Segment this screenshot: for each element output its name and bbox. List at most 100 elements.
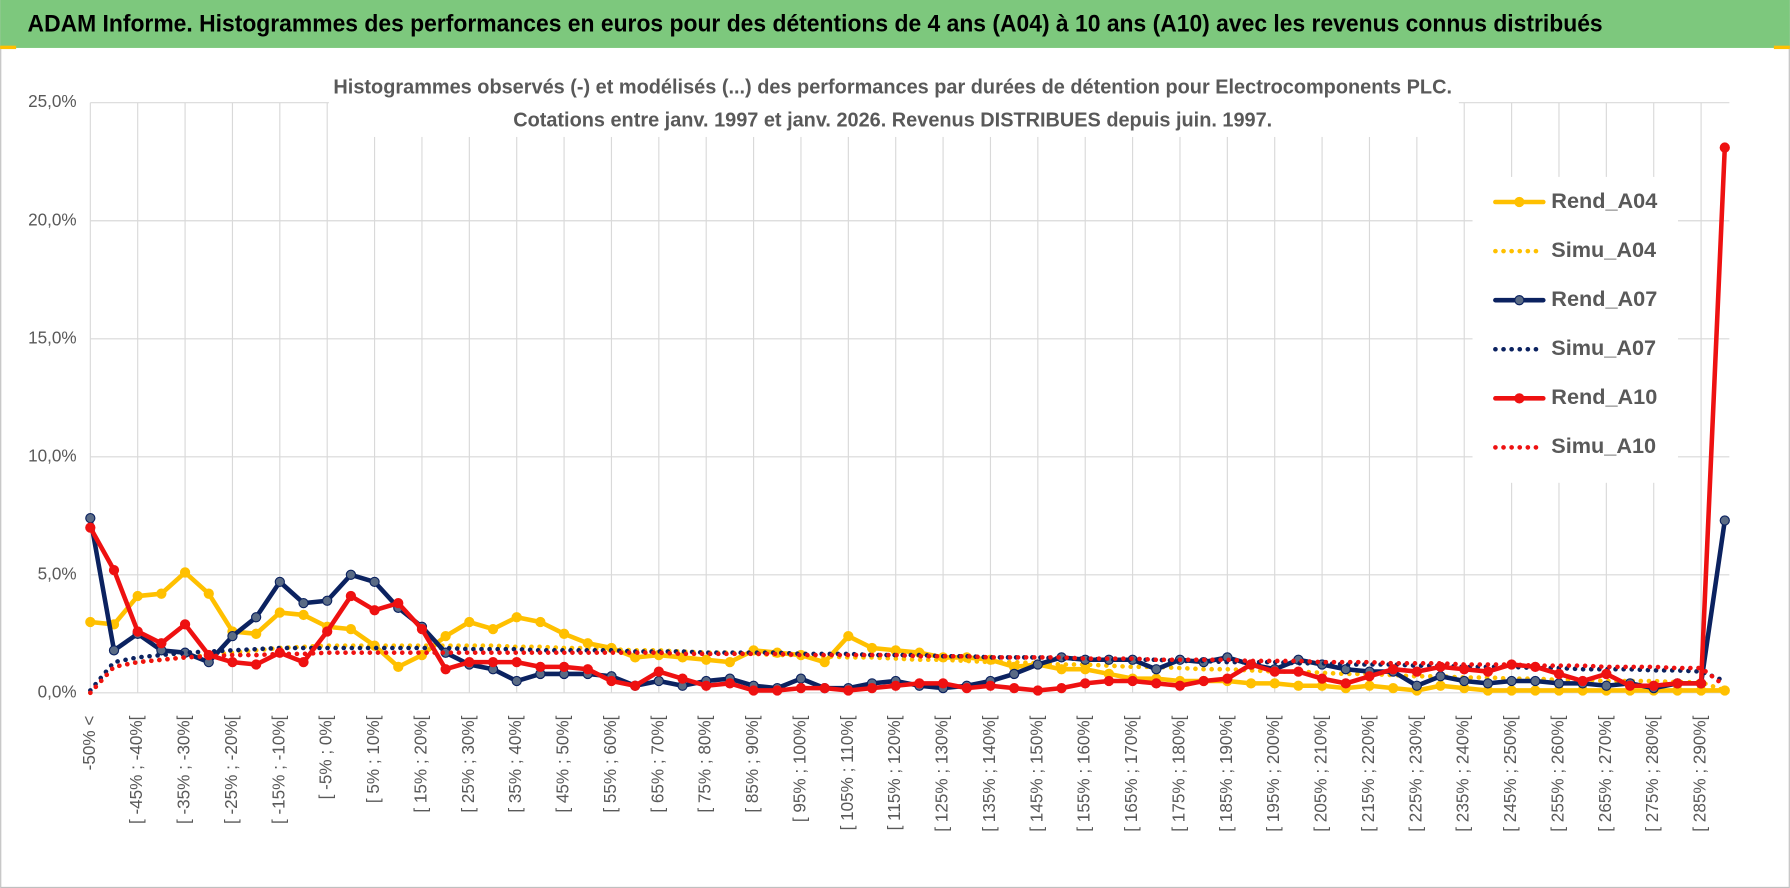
header-bar (0, 0, 1790, 48)
point (558, 628, 570, 639)
point (85, 513, 96, 524)
point (1269, 678, 1280, 689)
point (1672, 678, 1683, 689)
x-tick-label: [ 155% ; 160%[ (1075, 715, 1094, 831)
legend-background (1472, 176, 1678, 483)
x-tick-label: [ 45% ; 50%[ (554, 715, 573, 812)
point (724, 657, 736, 668)
x-tick-label: [ -25% ; -20%[ (222, 715, 241, 824)
point (1577, 675, 1588, 687)
point (653, 666, 664, 677)
point (701, 680, 712, 691)
point (369, 576, 380, 588)
x-tick-label: [ 5% ; 10%[ (364, 715, 383, 803)
point (298, 609, 309, 621)
point (156, 638, 167, 649)
point (1056, 682, 1067, 694)
y-tick-label: 0,0% (38, 682, 77, 701)
point (1459, 675, 1470, 687)
point (298, 597, 309, 609)
x-tick-label: [ -45% ; -40%[ (127, 715, 146, 824)
point (890, 680, 901, 691)
point (819, 682, 830, 694)
point (511, 675, 522, 687)
point (1151, 664, 1162, 675)
chart-title: Histogrammes observés (-) et modélisés (… (333, 75, 1452, 98)
point (487, 623, 499, 635)
x-tick-label: [ 215% ; 220%[ (1359, 715, 1378, 831)
x-tick-label: [ 185% ; 190%[ (1217, 715, 1236, 831)
point (251, 612, 262, 623)
x-tick-label: [ 15% ; 20%[ (411, 715, 430, 812)
point (724, 678, 736, 689)
point (1316, 673, 1328, 684)
point (1103, 675, 1115, 687)
x-tick-label: [ 75% ; 80%[ (696, 715, 715, 812)
point (464, 657, 475, 668)
x-tick-label: [ 55% ; 60%[ (601, 715, 620, 812)
legend: Rend_A04 Simu_A04 Rend_A07 Simu_A07 Rend_A10… (1472, 176, 1678, 483)
series-line (88, 570, 1728, 693)
point (1719, 515, 1730, 526)
point (440, 631, 451, 642)
point (1506, 675, 1517, 687)
point (1340, 678, 1351, 689)
legend-marker (1514, 393, 1525, 404)
series-line (88, 145, 1728, 693)
point (1364, 671, 1375, 682)
y-tick-label: 10,0% (28, 446, 77, 465)
plot-area: 0,0% 5,0% 10,0% 15,0% 20,0% 25,0% -50% < [ -45%… (28, 92, 1730, 832)
point (1388, 664, 1399, 675)
point (1032, 685, 1043, 696)
point (701, 654, 712, 665)
point (345, 590, 357, 602)
x-tick-label: [ 95% ; 100%[ (790, 715, 809, 822)
point (369, 605, 380, 616)
point (1695, 678, 1707, 689)
chart-subtitle: Cotations entre janv. 1997 et janv. 2026… (513, 108, 1272, 131)
legend-marker (1514, 295, 1525, 306)
point (440, 664, 451, 675)
legend-label: Rend_A07 (1551, 286, 1657, 311)
x-tick-label: [ 195% ; 200%[ (1264, 715, 1283, 831)
title-background (328, 73, 1459, 137)
point (322, 626, 333, 637)
point (1719, 142, 1730, 153)
point (1032, 659, 1043, 670)
point (866, 682, 878, 694)
point (582, 664, 593, 675)
point (1245, 678, 1257, 689)
accent (1773, 45, 1790, 50)
point (511, 657, 522, 668)
point (345, 569, 357, 580)
x-tick-label: [ -5% ; 0%[ (317, 715, 336, 799)
point (795, 673, 807, 684)
point (535, 616, 546, 628)
point (274, 607, 285, 618)
point (1624, 680, 1636, 691)
point (535, 661, 546, 672)
point (108, 645, 120, 656)
y-tick-label: 25,0% (28, 92, 77, 111)
point (179, 567, 191, 578)
point (1293, 680, 1304, 691)
legend-label: Simu_A07 (1551, 335, 1656, 360)
point (677, 673, 688, 684)
x-tick-label: [ 125% ; 130%[ (933, 715, 952, 831)
point (1388, 682, 1399, 694)
point (819, 657, 830, 668)
point (606, 675, 617, 687)
point (511, 612, 522, 623)
x-tick-label: [ 35% ; 40%[ (506, 715, 525, 812)
point (1009, 668, 1020, 680)
point (156, 588, 167, 599)
point (464, 616, 475, 628)
point (1601, 680, 1612, 691)
point (558, 661, 570, 672)
x-tick-label: [ 135% ; 140%[ (980, 715, 999, 831)
x-tick-label: [ 105% ; 110%[ (838, 715, 857, 830)
point (251, 659, 262, 670)
point (1435, 671, 1446, 682)
point (416, 623, 428, 635)
